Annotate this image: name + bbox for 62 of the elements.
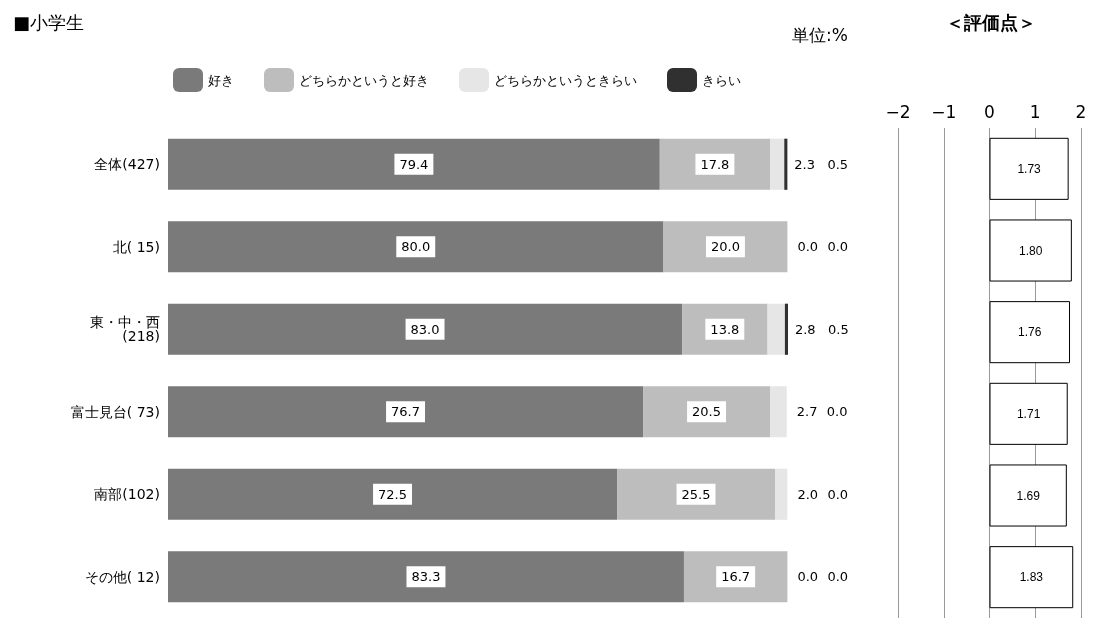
text: 単位:% <box>792 24 849 45</box>
legend-label: どちらかというときらい <box>494 72 637 88</box>
bar <box>168 138 660 190</box>
x-tick-label: −1 <box>931 101 957 122</box>
x-tick-label: 2 <box>1075 101 1087 122</box>
data-label: 13.8 <box>710 321 740 337</box>
data-label: 83.0 <box>410 321 440 337</box>
data-label: 2.8 <box>794 321 816 337</box>
data-label: 1.71 <box>1016 406 1041 421</box>
data-label: 0.5 <box>827 156 849 172</box>
data-label: 0.0 <box>826 404 848 420</box>
bar <box>767 303 785 355</box>
data-label: 0.0 <box>797 239 819 255</box>
data-label: 1.80 <box>1019 243 1043 258</box>
bar <box>784 138 788 190</box>
bar <box>168 303 683 355</box>
data-label: 79.4 <box>399 156 429 172</box>
data-label: 17.8 <box>700 156 730 172</box>
bar <box>168 468 618 520</box>
bar <box>168 551 684 603</box>
data-label: 2.0 <box>797 486 819 502</box>
data-label: 25.5 <box>681 486 711 502</box>
data-label: 0.0 <box>827 569 849 585</box>
data-label: 20.5 <box>692 404 722 420</box>
data-label: 2.3 <box>794 156 815 172</box>
data-label: 2.7 <box>796 404 818 420</box>
y-tick-label: 南部(102) <box>94 486 160 503</box>
x-tick-label: −2 <box>885 101 911 122</box>
data-label: 1.69 <box>1016 488 1041 503</box>
legend-label: どちらかというと好き <box>299 72 429 88</box>
y-tick-label: 富士見台( 73) <box>70 403 160 420</box>
y-tick-label: その他( 12) <box>84 568 160 585</box>
x-tick-label: 1 <box>1029 101 1041 122</box>
data-label: 80.0 <box>401 239 431 255</box>
chart-title: ■小学生 <box>13 11 85 33</box>
y-tick-label: 東・中・西 (218) <box>90 314 160 345</box>
data-label: 1.73 <box>1017 161 1042 176</box>
data-label: 20.0 <box>710 239 740 255</box>
chart-title: ＜評価点＞ <box>945 11 1036 33</box>
x-tick-label: 0 <box>984 101 995 122</box>
bar <box>663 221 788 273</box>
data-label: 0.0 <box>797 569 819 585</box>
y-tick-label: 全体(427) <box>94 156 160 173</box>
data-label: 0.0 <box>827 239 849 255</box>
bar <box>770 138 785 190</box>
data-label: 1.76 <box>1018 325 1042 340</box>
data-label: 76.7 <box>391 404 421 420</box>
bar <box>774 468 788 520</box>
bar <box>168 386 644 438</box>
data-label: 83.3 <box>411 569 441 585</box>
bar <box>770 386 787 438</box>
data-label: 1.83 <box>1019 570 1044 585</box>
bar <box>617 468 775 520</box>
data-label: 0.5 <box>828 321 849 337</box>
data-label: 16.7 <box>721 569 751 585</box>
data-label: 0.0 <box>827 486 849 502</box>
y-tick-label: 北( 15) <box>112 238 160 255</box>
bar <box>168 221 664 273</box>
bar <box>784 303 788 355</box>
legend-label: きらい <box>702 72 741 88</box>
data-label: 72.5 <box>378 486 407 502</box>
legend-label: 好き <box>208 72 234 88</box>
